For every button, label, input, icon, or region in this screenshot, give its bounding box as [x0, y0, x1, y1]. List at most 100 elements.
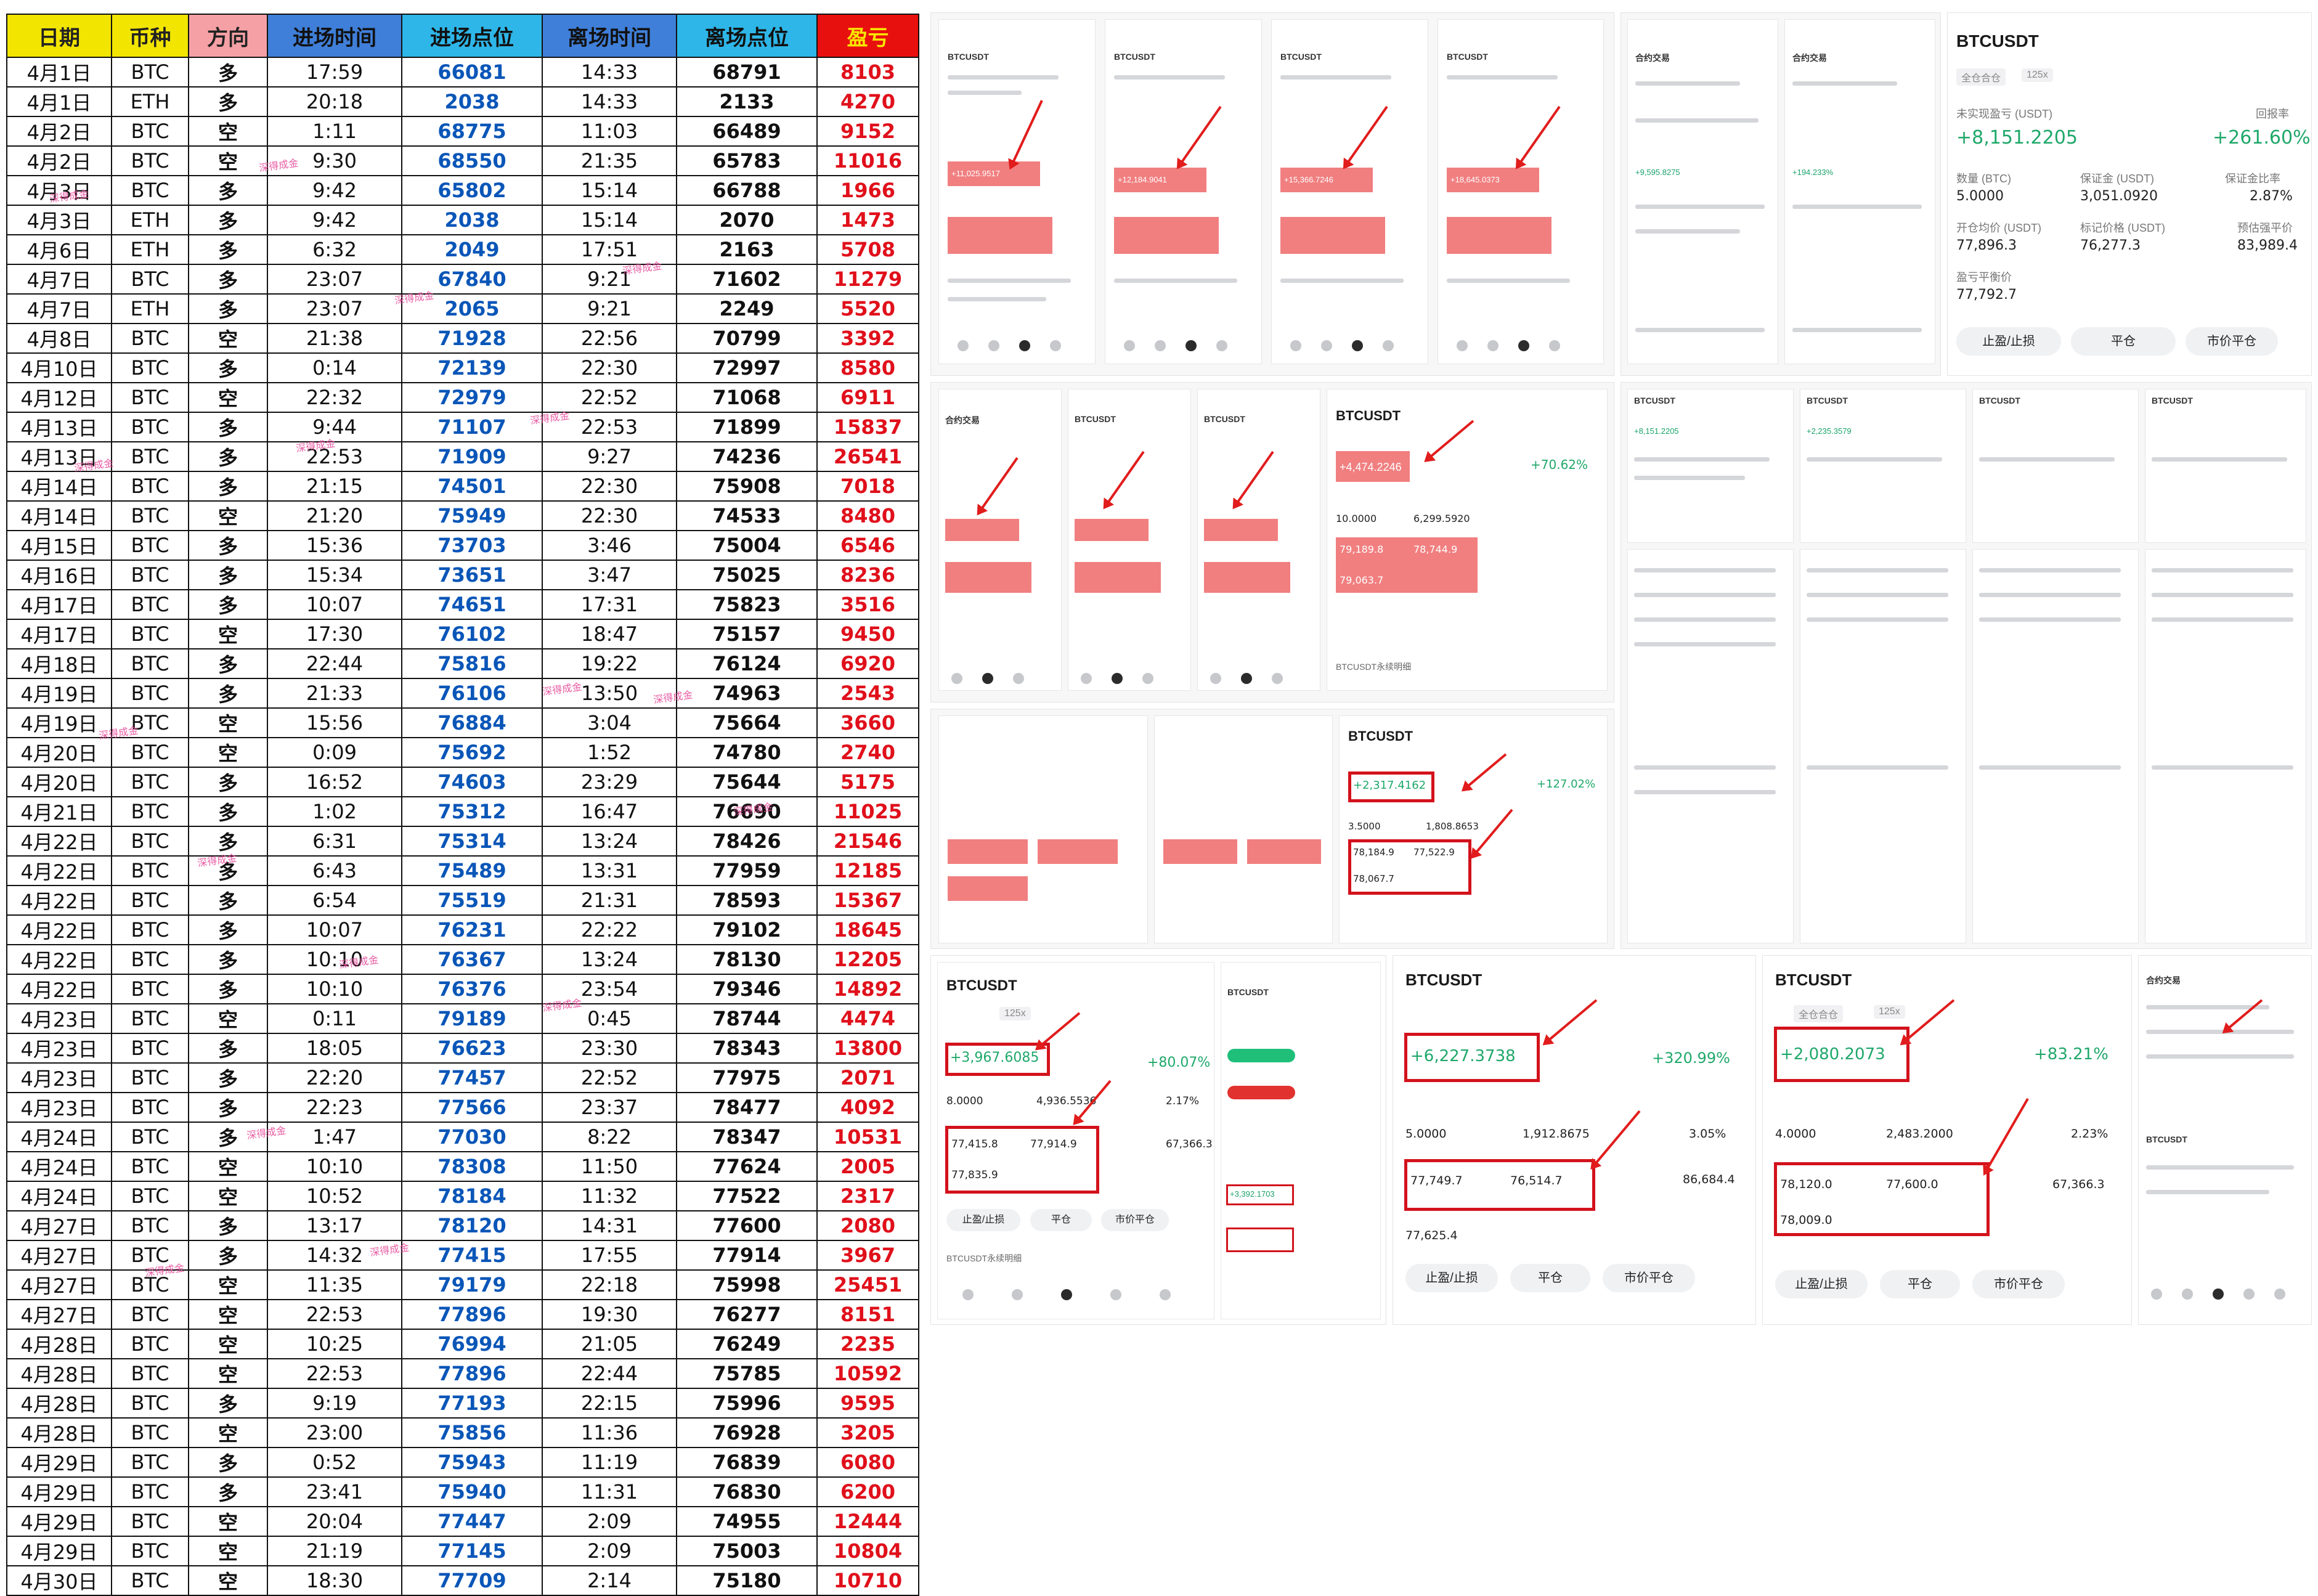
- mark-price: 77,522.9: [1413, 847, 1455, 858]
- cell-exit-price: 78477: [676, 1092, 818, 1123]
- cell-date: 4月24日: [6, 1122, 112, 1152]
- cell-exit-time: 9:27: [542, 441, 677, 472]
- ratio-label: 保证金比率: [2225, 173, 2280, 185]
- cell-coin: BTC: [111, 1033, 189, 1064]
- cell-exit-price: 77975: [676, 1062, 818, 1093]
- cell-coin: BTC: [111, 1358, 189, 1389]
- cell-exit-price: 72997: [676, 352, 818, 383]
- cell-exit-time: 22:30: [542, 471, 677, 502]
- cell-pnl: 2080: [816, 1210, 919, 1241]
- table-row: 4月23日 BTC 多 18:05 76623 23:30 78343 13800: [6, 1033, 919, 1064]
- unrealized-pnl: +8,151.2205: [1956, 127, 2078, 149]
- cell-exit-time: 19:30: [542, 1299, 677, 1330]
- cell-pnl: 6080: [816, 1447, 919, 1478]
- cell-entry-price: 74501: [401, 471, 543, 502]
- cell-exit-price: 77914: [676, 1240, 818, 1271]
- screenshot-group-3: 合约交易 BTCUSDT BTCUSDT BTCUSDT +4,474.2246…: [930, 382, 1614, 702]
- margin-value: 2,483.2000: [1886, 1127, 1953, 1141]
- cell-direction: 多: [188, 1092, 268, 1123]
- cell-pnl: 5175: [816, 767, 919, 797]
- header-pnl: 盈亏: [816, 14, 919, 58]
- table-row: 4月23日 BTC 多 22:20 77457 22:52 77975 2071: [6, 1062, 919, 1093]
- cell-exit-price: 71602: [676, 264, 818, 295]
- table-row: 4月24日 BTC 多 1:47 77030 8:22 78347 10531: [6, 1122, 919, 1152]
- cell-exit-price: 79102: [676, 914, 818, 945]
- breakeven-price: 77,792.7: [1956, 287, 2017, 303]
- cell-entry-time: 9:42: [267, 205, 402, 235]
- open-price: 77,415.8: [951, 1138, 998, 1150]
- cell-pnl: 12444: [816, 1506, 919, 1537]
- tp-sl-button[interactable]: 止盈/止损: [1405, 1264, 1498, 1292]
- cell-pnl: 11016: [816, 145, 919, 176]
- table-row: 4月2日 BTC 空 1:11 68775 11:03 66489 9152: [6, 116, 919, 147]
- cell-exit-price: 66489: [676, 116, 818, 147]
- qty-value: 8.0000: [946, 1095, 983, 1107]
- cell-exit-price: 76839: [676, 1447, 818, 1478]
- cell-pnl: 3967: [816, 1240, 919, 1271]
- cell-entry-time: 10:10: [267, 1151, 402, 1182]
- cell-entry-time: 17:59: [267, 57, 402, 88]
- cell-coin: BTC: [111, 619, 189, 649]
- cell-date: 4月7日: [6, 293, 112, 324]
- market-close-button[interactable]: 市价平仓: [1603, 1264, 1695, 1292]
- position-detail-mid1: BTCUSDT +4,474.2246 +70.62% 10.0000 6,29…: [1327, 389, 1608, 691]
- cell-exit-price: 70799: [676, 323, 818, 354]
- cell-direction: 空: [188, 1417, 268, 1448]
- market-close-button[interactable]: 市价平仓: [1972, 1270, 2065, 1298]
- cell-exit-time: 11:50: [542, 1151, 677, 1182]
- close-button[interactable]: 平仓: [1510, 1264, 1590, 1292]
- cell-coin: BTC: [111, 57, 189, 88]
- market-close-button[interactable]: 市价平仓: [1101, 1209, 1169, 1231]
- mark-price: 76,277.3: [2080, 238, 2141, 253]
- cell-exit-time: 13:24: [542, 944, 677, 975]
- market-close-button[interactable]: 市价平仓: [2186, 327, 2278, 356]
- cell-exit-time: 14:31: [542, 1210, 677, 1241]
- tp-sl-button[interactable]: 止盈/止损: [946, 1209, 1020, 1231]
- cell-direction: 多: [188, 826, 268, 857]
- cell-coin: BTC: [111, 855, 189, 886]
- cell-direction: 空: [188, 116, 268, 147]
- cell-date: 4月19日: [6, 707, 112, 738]
- cell-entry-price: 75856: [401, 1417, 543, 1448]
- cell-coin: BTC: [111, 1388, 189, 1419]
- cell-exit-time: 9:21: [542, 264, 677, 295]
- cell-date: 4月20日: [6, 737, 112, 768]
- cell-date: 4月10日: [6, 352, 112, 383]
- cell-entry-price: 75314: [401, 826, 543, 857]
- cell-direction: 多: [188, 1240, 268, 1271]
- phone-screenshot: BTCUSDT +15,366.7246: [1271, 19, 1428, 364]
- cell-entry-time: 21:15: [267, 471, 402, 502]
- header-exit-price: 离场点位: [676, 14, 818, 58]
- phone-screenshot: BTCUSDT +18,645.0373: [1438, 19, 1604, 364]
- tp-sl-button[interactable]: 止盈/止损: [1956, 327, 2061, 356]
- mini-pnl: +2,235.3579: [1807, 426, 1852, 436]
- cell-direction: 多: [188, 57, 268, 88]
- cell-pnl: 18645: [816, 914, 919, 945]
- cell-entry-time: 9:44: [267, 412, 402, 442]
- cell-entry-price: 79189: [401, 1003, 543, 1034]
- close-button[interactable]: 平仓: [1030, 1209, 1092, 1231]
- cell-entry-time: 22:20: [267, 1062, 402, 1093]
- cell-direction: 空: [188, 145, 268, 176]
- ratio-value: 2.23%: [2071, 1127, 2109, 1141]
- cell-date: 4月29日: [6, 1476, 112, 1507]
- cell-exit-price: 77959: [676, 855, 818, 886]
- breakeven-price: 77,835.9: [951, 1169, 998, 1181]
- cell-entry-price: 2038: [401, 86, 543, 117]
- cell-entry-time: 10:07: [267, 914, 402, 945]
- close-button[interactable]: 平仓: [1880, 1270, 1960, 1298]
- close-button[interactable]: 平仓: [2071, 327, 2176, 356]
- cell-date: 4月29日: [6, 1536, 112, 1566]
- table-row: 4月1日 BTC 多 17:59 66081 14:33 68791 8103: [6, 57, 919, 88]
- cell-exit-price: 79346: [676, 974, 818, 1004]
- cell-entry-time: 10:52: [267, 1181, 402, 1211]
- cell-coin: BTC: [111, 1565, 189, 1596]
- cell-coin: BTC: [111, 1003, 189, 1034]
- cell-pnl: 21546: [816, 826, 919, 857]
- leverage-tag: 125x: [1874, 1005, 1905, 1019]
- cell-entry-price: 68775: [401, 116, 543, 147]
- margin-value: 1,912.8675: [1523, 1127, 1590, 1141]
- open-price: 77,749.7: [1410, 1174, 1463, 1187]
- tp-sl-button[interactable]: 止盈/止损: [1775, 1270, 1868, 1298]
- cell-direction: 空: [188, 1181, 268, 1211]
